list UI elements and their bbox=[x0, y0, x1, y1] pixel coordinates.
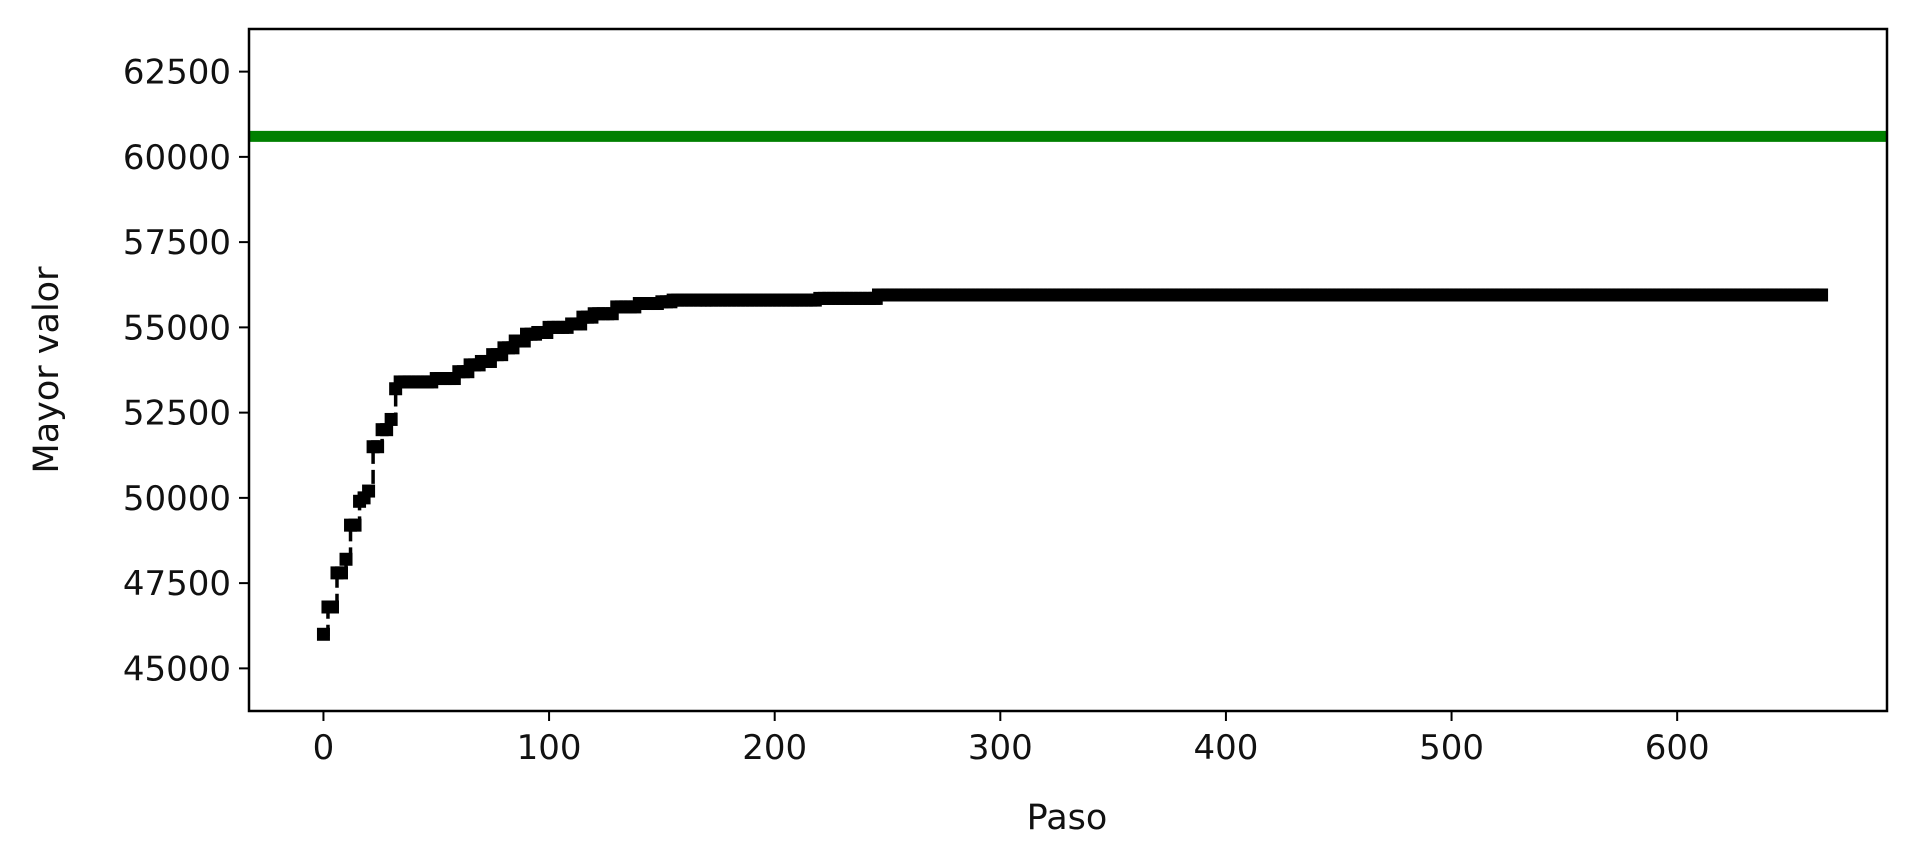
x-tick-label: 300 bbox=[968, 728, 1033, 768]
data-point bbox=[339, 552, 353, 566]
y-tick-label: 47500 bbox=[123, 564, 231, 604]
data-point bbox=[384, 412, 398, 426]
y-axis: 45000 47500 50000 52500 55000 57500 60000 62500 bbox=[123, 53, 249, 689]
data-point bbox=[1815, 288, 1829, 302]
x-tick-label: 600 bbox=[1645, 728, 1710, 768]
x-tick-label: 400 bbox=[1193, 728, 1258, 768]
data-point bbox=[371, 440, 385, 454]
x-tick-label: 500 bbox=[1419, 728, 1484, 768]
data-point bbox=[316, 627, 330, 641]
data-point bbox=[380, 423, 394, 437]
plot-area bbox=[249, 130, 1887, 641]
x-axis: 0 100 200 300 400 500 600 bbox=[313, 711, 1710, 768]
y-tick-label: 57500 bbox=[123, 223, 231, 263]
series-markers-0 bbox=[316, 288, 1829, 641]
x-tick-label: 100 bbox=[517, 728, 582, 768]
y-tick-label: 62500 bbox=[123, 53, 231, 93]
y-tick-label: 45000 bbox=[123, 649, 231, 689]
y-tick-label: 60000 bbox=[123, 138, 231, 178]
y-tick-label: 55000 bbox=[123, 308, 231, 348]
data-point bbox=[335, 566, 349, 580]
y-axis-title: Mayor valor bbox=[27, 266, 67, 474]
data-point bbox=[362, 484, 376, 498]
data-point bbox=[348, 518, 362, 532]
x-tick-label: 0 bbox=[313, 728, 335, 768]
x-tick-label: 200 bbox=[742, 728, 807, 768]
x-axis-title: Paso bbox=[1027, 798, 1108, 838]
data-point bbox=[325, 600, 339, 614]
plot-frame bbox=[247, 27, 1889, 713]
y-tick-label: 50000 bbox=[123, 479, 231, 519]
y-tick-label: 52500 bbox=[123, 394, 231, 434]
